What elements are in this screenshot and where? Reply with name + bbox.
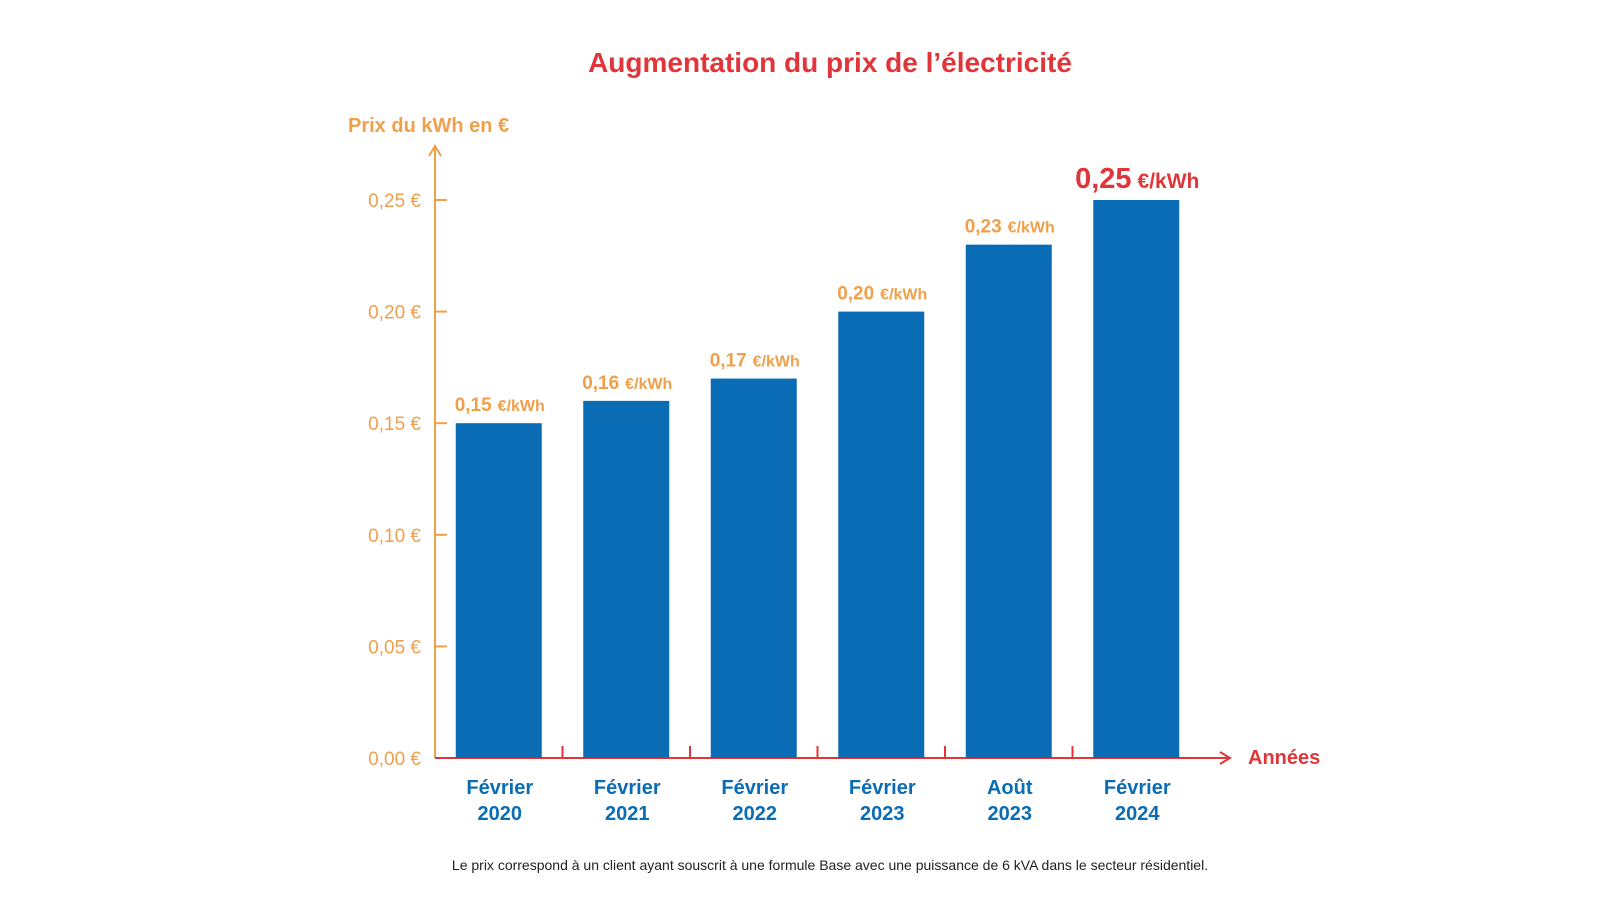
y-tick-label: 0,10 € — [368, 526, 421, 547]
y-tick-label: 0,20 € — [368, 303, 421, 324]
labels-layer: 0,15 €/kWh Février 2020 0,16 €/kWh Février 2021… — [455, 163, 1200, 825]
y-axis-title: Prix du kWh en € — [348, 115, 509, 137]
bar — [583, 400, 670, 758]
bar-value-label: 0,15 €/kWh — [455, 395, 545, 416]
bar — [1093, 200, 1180, 758]
x-category-label-month: Février — [1104, 777, 1171, 799]
x-category-label-year: 2023 — [860, 803, 905, 825]
bar-value-unit: €/kWh — [753, 354, 800, 371]
x-category-label-month: Février — [594, 777, 661, 799]
bar-value-number: 0,16 — [582, 373, 619, 394]
y-tick-label: 0,15 € — [368, 414, 421, 435]
bar — [710, 378, 797, 758]
bar-value-unit: €/kWh — [498, 398, 545, 415]
bar — [838, 311, 925, 758]
bar-value-label: 0,16 €/kWh — [582, 373, 672, 394]
x-category-label-year: 2021 — [605, 803, 650, 825]
bar-value-label: 0,23 €/kWh — [965, 217, 1055, 238]
x-category-label-year: 2020 — [478, 803, 523, 825]
bar-value-label: 0,20 €/kWh — [837, 284, 927, 305]
bar — [965, 244, 1052, 758]
bar-value-label: 0,25 €/kWh — [1075, 163, 1199, 195]
bar-value-number: 0,20 — [837, 284, 874, 305]
bar-value-label: 0,17 €/kWh — [710, 351, 800, 372]
x-category-label-month: Février — [849, 777, 916, 799]
bar — [455, 423, 542, 758]
bars-layer — [455, 200, 1180, 758]
bar-value-unit: €/kWh — [625, 376, 672, 393]
x-category-label-year: 2023 — [988, 803, 1033, 825]
axes-layer: 0,00 € 0,05 € 0,10 € 0,15 € 0,20 € 0,25 € — [368, 144, 1232, 770]
y-tick-label: 0,00 € — [368, 749, 421, 770]
bar-value-unit: €/kWh — [880, 287, 927, 304]
bar-value-unit: €/kWh — [1138, 170, 1200, 193]
y-tick-label: 0,05 € — [368, 637, 421, 658]
bar-value-number: 0,17 — [710, 351, 747, 372]
x-category-label-month: Février — [721, 777, 788, 799]
x-category-label-month: Février — [466, 777, 533, 799]
bar-value-unit: €/kWh — [1008, 220, 1055, 237]
y-axis-arrow-icon — [428, 144, 442, 157]
chart-title: Augmentation du prix de l’électricité — [588, 47, 1072, 78]
bar-value-number: 0,15 — [455, 395, 492, 416]
bar-value-number: 0,25 — [1075, 163, 1131, 195]
y-tick-label: 0,25 € — [368, 191, 421, 212]
x-category-label-year: 2024 — [1115, 803, 1160, 825]
x-category-label-year: 2022 — [733, 803, 778, 825]
x-axis-title: Années — [1248, 747, 1320, 769]
x-axis-arrow-icon — [1219, 751, 1232, 765]
footnote: Le prix correspond à un client ayant sou… — [452, 857, 1208, 873]
x-category-label-month: Août — [987, 777, 1033, 799]
bar-value-number: 0,23 — [965, 217, 1002, 238]
